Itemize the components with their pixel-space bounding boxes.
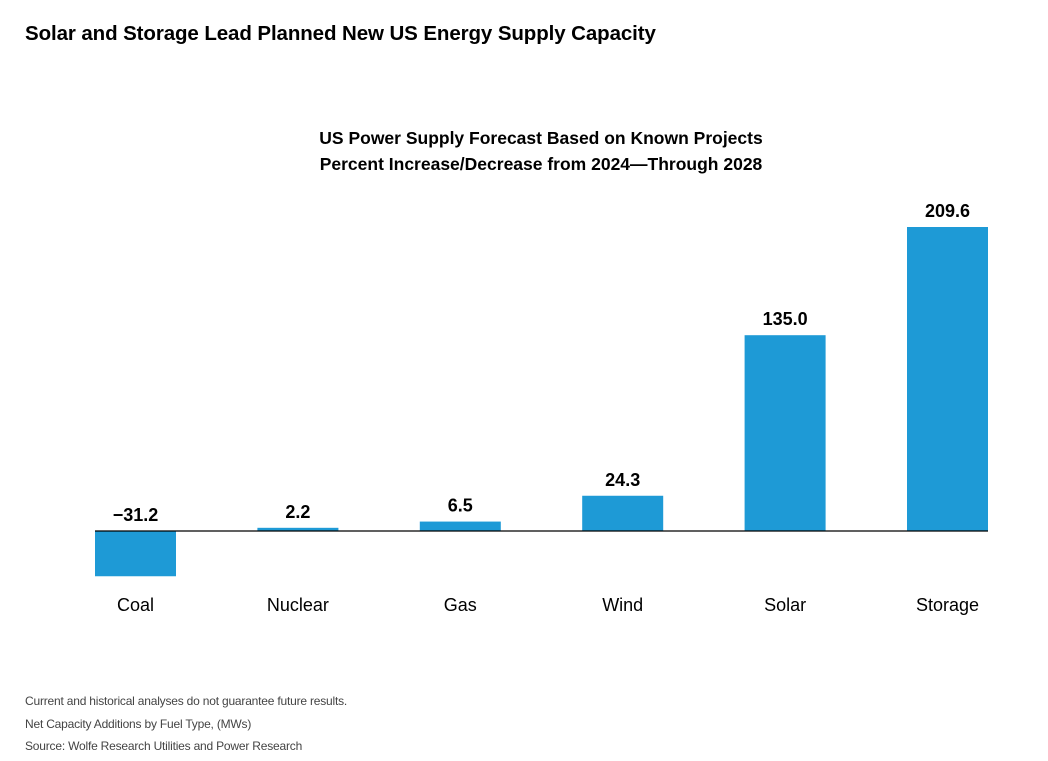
category-label: Coal: [117, 595, 154, 615]
chart-subtitle: Percent Increase/Decrease from 2024—Thro…: [319, 154, 763, 174]
bar-gas: [419, 521, 501, 531]
category-label: Wind: [602, 595, 643, 615]
chart-title-block: US Power Supply Forecast Based on Known …: [0, 125, 1048, 177]
page-heading: Solar and Storage Lead Planned New US En…: [25, 22, 656, 45]
disclaimer-text: Current and historical analyses do not g…: [25, 694, 348, 708]
value-label: 6.5: [448, 496, 473, 516]
value-label: 209.6: [925, 201, 970, 221]
category-label: Storage: [916, 595, 979, 615]
chart-title: US Power Supply Forecast Based on Known …: [319, 128, 763, 148]
footnotes: Current and historical analyses do not g…: [25, 690, 347, 758]
value-label: 135.0: [763, 309, 808, 329]
category-label: Gas: [444, 595, 477, 615]
source-text: Source: Wolfe Research Utilities and Pow…: [25, 739, 303, 753]
category-label: Solar: [764, 595, 806, 615]
bar-wind: [582, 495, 664, 531]
value-label: 2.2: [285, 502, 310, 522]
bar-storage: [907, 227, 988, 531]
value-label: 24.3: [605, 470, 640, 490]
value-label: −31.2: [113, 505, 159, 525]
category-label: Nuclear: [267, 595, 329, 615]
bar-nuclear: [257, 527, 339, 531]
bar-coal: [95, 531, 176, 577]
capacity-note-text: Net Capacity Additions by Fuel Type, (MW…: [25, 716, 252, 731]
bar-solar: [744, 335, 826, 531]
